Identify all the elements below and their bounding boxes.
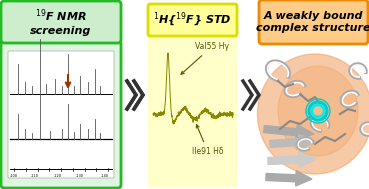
FancyBboxPatch shape [1,41,121,188]
Text: -100: -100 [10,174,18,178]
Text: A weakly bound
complex structure: A weakly bound complex structure [256,11,369,33]
Text: Val55 Hγ: Val55 Hγ [181,42,229,74]
FancyBboxPatch shape [148,35,237,187]
FancyArrow shape [264,125,314,140]
FancyBboxPatch shape [1,1,121,43]
FancyArrow shape [270,134,315,150]
Text: $^{1}$H{$^{19}$F} STD: $^{1}$H{$^{19}$F} STD [153,11,232,29]
Text: -130: -130 [76,174,84,178]
Text: -120: -120 [54,174,62,178]
FancyBboxPatch shape [148,4,237,36]
Text: -110: -110 [31,174,39,178]
FancyBboxPatch shape [8,51,114,178]
FancyBboxPatch shape [259,0,368,44]
FancyArrow shape [266,171,312,186]
Text: -140: -140 [101,174,109,178]
Text: $^{19}$F NMR
screening: $^{19}$F NMR screening [30,8,92,36]
Text: Ile91 Hδ: Ile91 Hδ [192,125,224,156]
Ellipse shape [278,66,358,156]
FancyArrow shape [268,152,316,167]
Ellipse shape [258,54,369,174]
